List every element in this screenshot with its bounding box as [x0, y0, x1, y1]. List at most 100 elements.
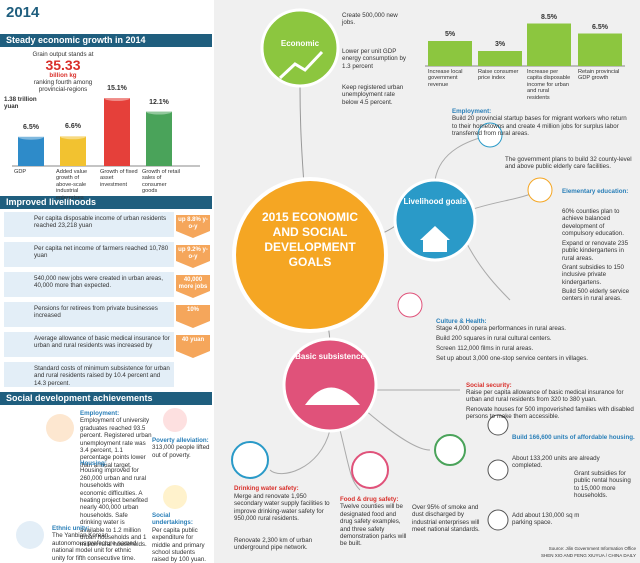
home-icon	[487, 414, 509, 436]
section-title: Improved livelihoods	[0, 196, 212, 209]
text: The government plans to build 32 county-…	[505, 156, 632, 171]
text: Screen 112,000 films in rural areas.	[436, 345, 534, 352]
heading: Drinking water safety:	[234, 485, 299, 492]
text: Per capita public expenditure for middle…	[152, 526, 207, 563]
text: 313,000 people lifted out of poverty.	[152, 444, 210, 459]
text: Raise per capita allowance of basic medi…	[466, 389, 624, 404]
heart-icon	[163, 408, 187, 432]
heading: Poverty alleviation:	[152, 437, 209, 444]
branch	[269, 134, 541, 491]
bar-name: Growth of retail sales of consumer goods	[142, 169, 180, 195]
text: Build 166,600 units of affordable housin…	[512, 434, 635, 441]
heading: Employment:	[452, 108, 492, 115]
text: Employment of university graduates reach…	[80, 417, 152, 469]
bar-name: Increase local government revenue	[428, 69, 463, 88]
bar-label: 3%	[494, 41, 506, 48]
bar-name: Raise consumer price index	[478, 69, 519, 82]
goal: Create 500,000 new jobs.	[342, 12, 398, 27]
grain-unit: billion kg	[49, 72, 77, 79]
heading: Ethnic unity:	[52, 525, 90, 532]
grain-value: 35.33	[45, 57, 81, 73]
circle-label: Economic	[280, 39, 320, 48]
badge-text: up 8.8% y-o-y	[178, 217, 208, 230]
circle-label: Livelihood goals	[403, 197, 467, 206]
factory-icon	[434, 434, 466, 466]
text: Set up about 3,000 one-stop service cent…	[436, 355, 589, 362]
center-circle	[232, 177, 388, 333]
row-text: Pensions for retirees from private busin…	[34, 305, 158, 320]
economic-circle	[260, 8, 340, 88]
row-text: Per capita net income of farmers reached…	[34, 245, 169, 260]
source: Source: Jilin Government Information Off…	[548, 546, 636, 551]
bar-label: 12.1%	[149, 98, 169, 106]
badge	[176, 305, 210, 328]
text: Merge and renovate 1,950 secondary water…	[234, 493, 330, 523]
culture-icon	[397, 292, 423, 318]
bar	[578, 33, 622, 66]
heading: Elementary education:	[562, 188, 629, 195]
bar	[104, 98, 130, 166]
circle-label: Basic subsistence	[295, 352, 365, 361]
trend-icon	[278, 50, 324, 80]
text: Add about 130,000 sq m parking space.	[512, 512, 580, 527]
badge	[176, 215, 210, 238]
badge-text: 40 yuan	[181, 337, 205, 343]
text: Build 200 squares in rural cultural cent…	[436, 335, 552, 342]
ethnic-icon	[16, 521, 44, 549]
parking-icon	[487, 509, 509, 531]
text: 60% counties plan to achieve balanced de…	[562, 208, 624, 238]
bar-name: GDP	[14, 169, 27, 175]
bar-label: 8.5%	[541, 13, 557, 21]
bar-label: 15.1%	[107, 85, 127, 93]
bar-top	[18, 133, 44, 140]
text: Grant subsidies for public rental housin…	[574, 470, 631, 500]
graduate-icon	[163, 485, 187, 509]
text: Stage 4,000 opera performances in rural …	[436, 325, 567, 332]
heading: Food & drug safety:	[340, 496, 399, 503]
row-text: Standard costs of minimum subsistence fo…	[34, 365, 170, 387]
bar-label: 6.5%	[592, 23, 608, 31]
row-bg	[4, 332, 174, 357]
row-bg	[4, 212, 174, 237]
bar-top	[60, 133, 86, 140]
credit: SHEN XIO AND FENG XIUYUA / CHINA DAILY	[541, 553, 636, 558]
bar-name: Added value growth of above-scale indust…	[56, 169, 88, 201]
text: Expand or renovate 235 public kindergart…	[562, 240, 629, 262]
badge	[176, 245, 210, 268]
heading: Employment:	[80, 410, 120, 417]
badge	[176, 335, 210, 358]
text: Housing improved for 260,000 urban and r…	[80, 467, 148, 549]
bar	[428, 41, 472, 66]
heading: Social undertakings:	[152, 512, 193, 527]
text: Renovate houses for 500 impoverished fam…	[466, 406, 634, 421]
bar-label: 6.5%	[23, 123, 39, 131]
section-title: Steady economic growth in 2014	[0, 34, 212, 47]
umbrella-icon	[305, 387, 360, 405]
water-icon	[231, 441, 269, 479]
row-bg	[4, 242, 174, 267]
badge-text: up 9.2% y-o-y	[178, 247, 208, 260]
bar-name: Increase per capita disposable income fo…	[527, 69, 571, 101]
badge-text: 10%	[186, 307, 199, 313]
grain-intro: Grain output stands at	[32, 51, 94, 58]
school-icon	[527, 177, 553, 203]
year: 2014	[6, 4, 40, 21]
subsistence-circle	[282, 337, 378, 433]
row-bg	[4, 302, 174, 327]
heading: Social security:	[466, 382, 512, 389]
bar-label: 5%	[444, 31, 456, 38]
bar	[478, 51, 522, 66]
grain-rank: ranking fourth among provincial-regions	[33, 79, 93, 94]
text: Twelve counties will be designated food …	[340, 503, 407, 548]
row-bg	[4, 272, 174, 297]
goals-title: 2015 ECONOMIC AND SOCIAL DEVELOPMENT GOA…	[261, 210, 359, 269]
row-text: Average allowance of basic medical insur…	[34, 335, 170, 350]
bar-label: 6.6%	[65, 123, 81, 131]
bar	[146, 111, 172, 166]
text: About 133,200 units are already complete…	[512, 455, 600, 470]
bar	[60, 136, 86, 166]
text: Over 95% of smoke and dust discharged by…	[412, 504, 480, 534]
house-icon	[420, 226, 450, 252]
